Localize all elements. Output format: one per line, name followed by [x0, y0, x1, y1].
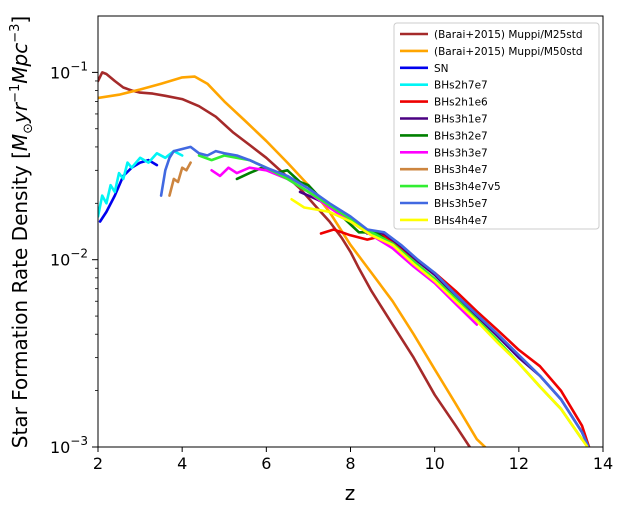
series-line-3	[98, 149, 184, 218]
y-tick-label: 10−1	[50, 59, 88, 82]
legend: (Barai+2015) Muppi/M25std (Barai+2015) Mu…	[393, 22, 600, 230]
series-line-0	[98, 71, 472, 447]
legend-entry: BHs3h3e7	[434, 147, 488, 159]
x-axis-label: z	[345, 481, 356, 505]
legend-entry: BHs3h1e7	[434, 114, 488, 126]
series-line-4	[319, 228, 591, 447]
legend-entry: (Barai+2015) Muppi/M50std	[434, 46, 583, 58]
x-tick-label: 10	[424, 454, 444, 473]
legend-box	[393, 22, 600, 230]
x-tick-label: 6	[261, 454, 271, 473]
legend-entry: BHs4h4e7	[434, 215, 488, 227]
legend-entry: BHs3h4e7v5	[434, 181, 501, 193]
legend-entry: BHs2h7e7	[434, 80, 488, 92]
legend-entry: BHs3h5e7	[434, 198, 488, 210]
series-line-8	[168, 161, 192, 197]
legend-entry: (Barai+2015) Muppi/M25std	[434, 29, 583, 41]
series-layer	[98, 71, 591, 447]
x-tick-label: 12	[509, 454, 529, 473]
x-tick-label: 14	[593, 454, 613, 473]
y-tick-label: 10−3	[50, 434, 88, 457]
legend-entry: SN	[434, 63, 449, 75]
series-line-11	[290, 198, 590, 447]
x-tick-label: 4	[177, 454, 187, 473]
series-line-10	[159, 145, 590, 447]
y-axis-ticks: 10−3 10−2 10−1	[50, 59, 98, 457]
legend-entry: BHs2h1e6	[434, 97, 488, 109]
x-axis-ticks: 2 4 6 8 10 12 14	[93, 447, 613, 473]
x-tick-label: 8	[345, 454, 355, 473]
legend-entry: BHs3h2e7	[434, 130, 488, 142]
legend-entry: BHs3h4e7	[434, 164, 488, 176]
x-tick-label: 2	[93, 454, 103, 473]
series-line-1	[98, 75, 487, 447]
y-tick-label: 10−2	[50, 247, 88, 270]
y-axis-label: Star Formation Rate Density [M⊙yr−1Mpc−3…	[8, 16, 36, 448]
